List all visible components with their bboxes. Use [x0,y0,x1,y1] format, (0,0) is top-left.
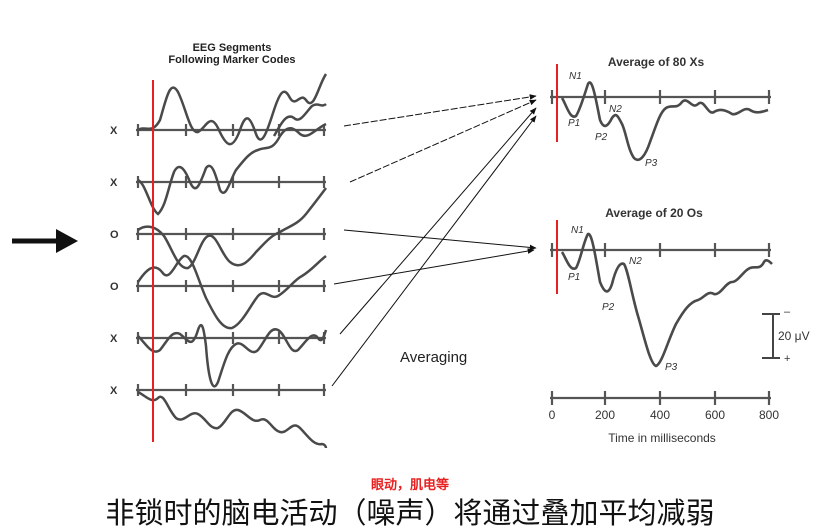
averaging-label: Averaging [400,349,467,366]
segments-title-line1: EEG Segments [193,42,272,54]
bottom-plot-title: Average of 20 Os [605,206,703,220]
caption-text: 非锁时的脑电活动（噪声）将通过叠加平均减弱 [105,496,715,530]
time-tick-400: 400 [650,408,670,422]
scale-minus: – [784,306,791,318]
segment-axis-4 [136,280,326,292]
top-peak-n2: N2 [609,104,622,115]
bottom-peak-p2: P2 [602,302,615,313]
top-average-waveform [560,81,769,162]
bottom-peak-n2: N2 [629,256,642,267]
time-tick-600: 600 [705,408,725,422]
segments-title-line2: Following Marker Codes [168,54,295,66]
segment-axis-3 [136,228,326,240]
segment-axis-1 [136,124,326,136]
eeg-trace-1b [272,102,327,137]
row-label-2: X [110,177,118,189]
eeg-trace-2 [137,122,327,216]
row-label-3: O [110,229,119,241]
voltage-scale-bar [762,313,780,359]
segment-axis-6 [136,384,326,396]
row-label-4: O [110,281,119,293]
top-plot-axis [550,90,771,104]
row-label-5: X [110,333,118,345]
time-axis [550,391,771,405]
time-axis-label: Time in milliseconds [608,431,716,445]
eeg-trace-6 [137,390,328,449]
time-tick-200: 200 [595,408,615,422]
scale-plus: + [784,353,790,365]
time-tick-0: 0 [549,408,556,422]
eeg-trace-4 [136,254,327,330]
row-label-1: X [110,125,118,137]
noise-annotation: 眼动，肌电等 [370,478,449,493]
top-peak-p1: P1 [568,118,580,129]
bottom-plot-axis [550,243,771,257]
bottom-average-waveform [560,232,773,368]
averaging-arrows [331,94,537,387]
bottom-peak-p1: P1 [568,272,580,283]
eeg-trace-5 [137,323,328,388]
scale-label: 20 μV [778,329,810,343]
top-plot-title: Average of 80 Xs [608,55,705,69]
time-tick-800: 800 [759,408,779,422]
bottom-peak-p3: P3 [665,362,678,373]
row-label-6: X [110,385,118,397]
top-peak-p2: P2 [595,132,608,143]
top-peak-n1: N1 [569,71,582,82]
top-peak-p3: P3 [645,158,658,169]
eeg-segments: X X O O X [110,73,328,449]
eeg-trace-3 [137,187,327,270]
bottom-peak-n1: N1 [571,225,584,236]
eeg-trace-1 [137,73,328,146]
input-arrow-icon [12,229,78,253]
